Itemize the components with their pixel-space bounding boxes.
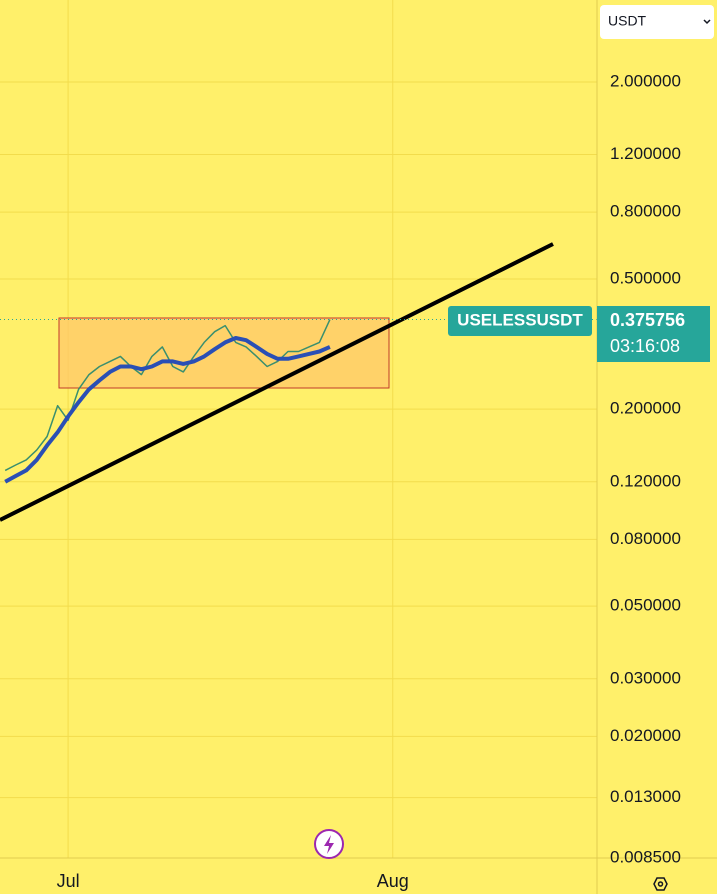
y-tick-label: 0.030000 bbox=[610, 668, 681, 687]
countdown: 03:16:08 bbox=[610, 336, 680, 356]
y-tick-label: 0.800000 bbox=[610, 202, 681, 221]
symbol-label: USELESSUSDT bbox=[457, 310, 583, 329]
symbol-badge bbox=[448, 306, 592, 336]
range-box[interactable] bbox=[58, 317, 390, 389]
x-tick-label: Jul bbox=[57, 871, 80, 891]
currency-dropdown[interactable] bbox=[600, 5, 714, 39]
lightning-icon bbox=[324, 835, 334, 854]
y-tick-label: 0.080000 bbox=[610, 529, 681, 548]
settings-button[interactable] bbox=[653, 877, 668, 891]
trend-line[interactable] bbox=[0, 242, 554, 522]
currency-label: USDT bbox=[608, 13, 647, 29]
price-badge bbox=[597, 306, 710, 362]
settings-icon bbox=[653, 877, 668, 891]
dropdown-arrow bbox=[703, 19, 711, 25]
y-tick-label: 0.050000 bbox=[610, 596, 681, 615]
settings-icon-center bbox=[657, 881, 664, 887]
y-tick-label: 0.200000 bbox=[610, 399, 681, 418]
y-tick-label: 2.000000 bbox=[610, 71, 681, 90]
series-line bbox=[4, 336, 331, 484]
y-tick-label: 1.200000 bbox=[610, 144, 681, 163]
series-line bbox=[4, 319, 331, 472]
y-tick-label: 0.020000 bbox=[610, 726, 681, 745]
y-tick-label: 0.013000 bbox=[610, 787, 681, 806]
y-tick-label: 0.008500 bbox=[610, 847, 681, 866]
price-axis: 2.000000 1.200000 0.800000 0.500000 0.200000… bbox=[57, 71, 681, 890]
y-tick-label: 0.120000 bbox=[610, 471, 681, 490]
x-tick-label: Aug bbox=[377, 871, 409, 891]
last-price: 0.375756 bbox=[610, 310, 685, 330]
y-tick-label: 0.500000 bbox=[610, 268, 681, 287]
plot bbox=[0, 319, 597, 484]
